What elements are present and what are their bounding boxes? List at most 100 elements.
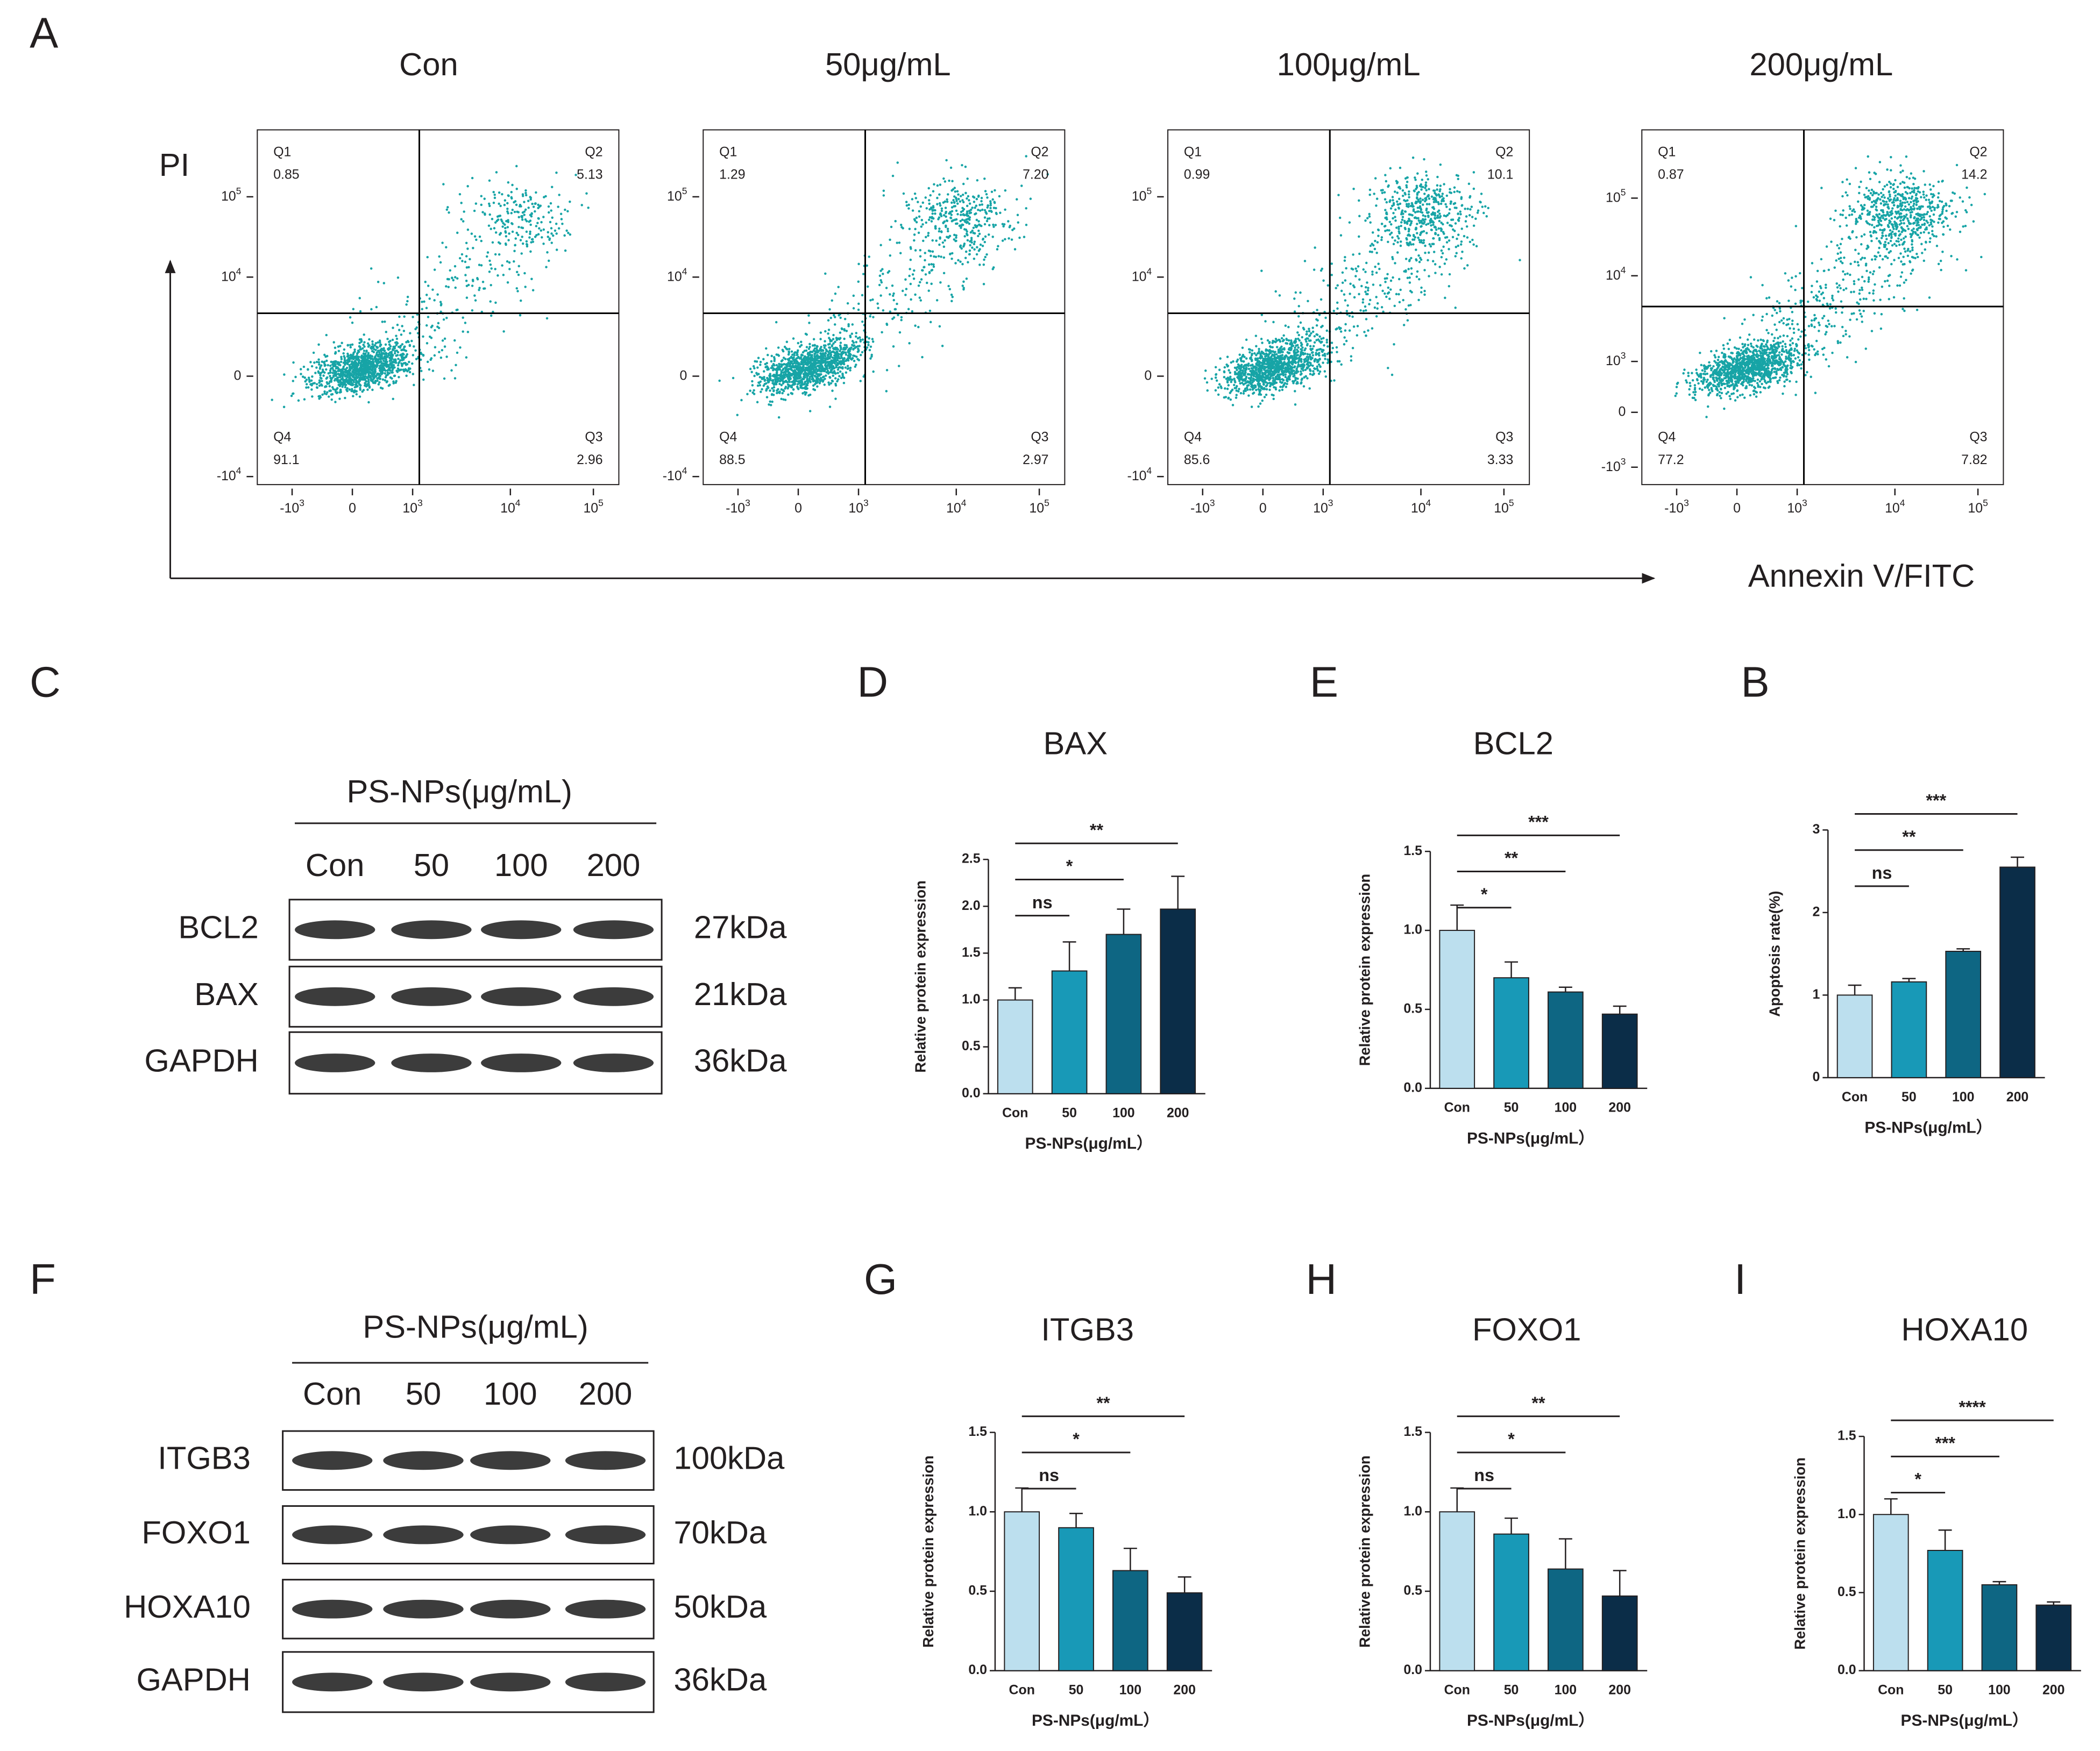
- dot: [339, 389, 342, 392]
- dot: [1295, 382, 1298, 385]
- dot: [408, 371, 412, 374]
- dot: [820, 345, 822, 348]
- dot: [885, 287, 888, 289]
- dot: [1294, 291, 1297, 294]
- dot: [1262, 372, 1265, 375]
- dot: [385, 331, 388, 333]
- dot: [939, 183, 942, 186]
- dot: [1018, 236, 1021, 239]
- dot: [567, 231, 570, 234]
- dot: [515, 287, 519, 290]
- dot: [1349, 282, 1352, 285]
- dot: [1302, 385, 1306, 388]
- dot: [523, 272, 526, 275]
- dot: [825, 374, 827, 377]
- dot: [1364, 309, 1367, 312]
- dot: [1389, 199, 1392, 202]
- dot: [305, 386, 308, 389]
- dot: [341, 376, 344, 380]
- dot: [1226, 365, 1229, 368]
- dot: [957, 259, 960, 262]
- dot: [1248, 351, 1251, 354]
- dot: [1300, 372, 1303, 375]
- dot: [967, 195, 970, 198]
- dot: [441, 339, 444, 342]
- dot: [412, 354, 415, 357]
- dot: [1294, 403, 1297, 406]
- dot: [777, 354, 781, 357]
- dot: [546, 251, 549, 254]
- dot: [294, 375, 297, 379]
- dot: [777, 346, 780, 349]
- dot: [1324, 316, 1327, 319]
- dot: [493, 196, 496, 200]
- dot: [975, 225, 977, 229]
- dot: [780, 365, 783, 368]
- dot: [429, 358, 432, 361]
- dot: [339, 383, 343, 386]
- dot: [406, 370, 409, 373]
- dot: [953, 201, 956, 204]
- dot: [833, 316, 836, 318]
- dot: [1365, 334, 1367, 337]
- dot: [1255, 388, 1258, 392]
- dot: [882, 194, 885, 197]
- dot: [1330, 351, 1333, 354]
- dot: [1269, 359, 1273, 361]
- dot: [1445, 241, 1449, 244]
- dot: [804, 369, 807, 372]
- dot: [963, 243, 966, 245]
- dot: [763, 370, 765, 373]
- dot: [740, 398, 743, 402]
- dot: [339, 381, 343, 384]
- dot: [984, 211, 988, 214]
- dot: [861, 320, 864, 323]
- dot: [790, 385, 793, 387]
- dot: [929, 194, 932, 197]
- dot: [917, 325, 920, 329]
- x-tick-label-base: 10: [1029, 501, 1044, 516]
- dot: [822, 368, 825, 371]
- dot: [956, 202, 959, 205]
- dot: [968, 253, 971, 256]
- dot: [1364, 290, 1367, 293]
- dot: [1356, 269, 1358, 273]
- dot: [390, 352, 393, 354]
- dot: [812, 378, 814, 380]
- dot: [1375, 251, 1378, 254]
- dot: [492, 190, 495, 194]
- dot: [897, 365, 900, 367]
- dot: [1340, 289, 1343, 293]
- dot: [1366, 217, 1369, 219]
- dot: [1343, 259, 1346, 262]
- dot: [1295, 344, 1297, 347]
- dot: [1456, 190, 1459, 193]
- dot: [927, 199, 931, 202]
- dot: [1265, 388, 1268, 391]
- dot: [342, 368, 344, 371]
- dot: [1254, 366, 1257, 369]
- dot: [494, 221, 497, 224]
- dot: [849, 369, 852, 372]
- dot: [1296, 365, 1299, 368]
- dot: [956, 190, 959, 193]
- dot: [332, 341, 335, 344]
- dot: [910, 298, 912, 301]
- dot: [958, 224, 961, 227]
- dot: [790, 350, 793, 353]
- dot: [1374, 239, 1377, 243]
- dot: [827, 355, 830, 358]
- dot: [535, 191, 537, 194]
- dot: [759, 360, 762, 364]
- dot: [831, 380, 834, 383]
- dot: [351, 321, 354, 324]
- dot: [494, 253, 497, 256]
- dot: [374, 368, 377, 371]
- dot: [529, 250, 532, 253]
- dot: [805, 372, 808, 375]
- y-tick-label-base: 0: [234, 368, 242, 383]
- dot: [998, 195, 1001, 198]
- y-tick-label-exp: 4: [682, 266, 687, 276]
- dot: [386, 365, 389, 368]
- dot: [784, 369, 787, 372]
